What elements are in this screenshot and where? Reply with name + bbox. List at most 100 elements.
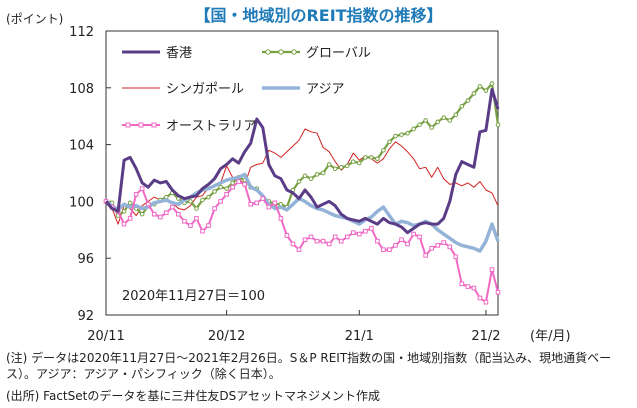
point-global (302, 173, 308, 179)
point-australia (356, 231, 362, 237)
point-australia (332, 234, 338, 240)
point-global (453, 112, 459, 118)
point-australia (369, 226, 374, 231)
point-global (495, 122, 501, 128)
point-australia (375, 238, 380, 244)
point-australia (176, 211, 181, 217)
point-australia (459, 281, 465, 287)
point-australia (151, 211, 157, 217)
point-global (308, 176, 314, 181)
point-global (369, 155, 374, 160)
point-global (224, 186, 229, 191)
point-australia (224, 192, 229, 197)
point-australia (188, 223, 193, 228)
point-australia (200, 228, 205, 234)
point-australia (248, 201, 254, 207)
point-australia (435, 243, 440, 248)
y-axis-unit: (ポイント) (6, 12, 64, 26)
point-australia (284, 233, 290, 238)
legend-label-australia: オーストラリア (166, 119, 256, 134)
point-global (212, 189, 217, 194)
point-australia (266, 204, 272, 210)
point-global (206, 194, 211, 200)
point-global (363, 155, 368, 160)
point-global (471, 91, 477, 96)
point-australia (139, 186, 145, 191)
legend-marker (265, 49, 271, 55)
point-global (139, 211, 145, 217)
point-global (320, 170, 326, 176)
x-tick-label: 21/2 (471, 329, 500, 344)
point-australia (170, 204, 175, 210)
series-lines (103, 81, 501, 305)
source-note: (出所) FactSetのデータを基に三井住友DSアセットマネジメント作成 (6, 389, 380, 403)
point-australia (290, 241, 296, 247)
point-australia (218, 199, 223, 204)
plot-frame (105, 30, 499, 316)
point-australia (127, 216, 133, 221)
point-australia (411, 231, 416, 237)
point-australia (145, 201, 151, 207)
base-date-annotation: 2020年11月27日＝100 (122, 289, 265, 304)
x-tick-label: 21/1 (345, 329, 374, 344)
point-global (399, 132, 404, 137)
point-global (218, 184, 223, 190)
point-australia (381, 247, 386, 252)
point-global (441, 115, 447, 120)
point-global (350, 159, 356, 164)
point-australia (206, 223, 211, 228)
point-australia (495, 289, 501, 295)
point-global (332, 166, 338, 172)
y-tick-label: 104 (69, 139, 94, 154)
point-australia (260, 196, 266, 201)
legend-marker (138, 122, 144, 128)
point-australia (194, 216, 199, 221)
point-australia (230, 184, 235, 190)
point-australia (164, 210, 169, 216)
point-australia (477, 295, 483, 301)
point-global (459, 103, 465, 109)
point-global (230, 180, 235, 186)
x-tick-label: 20/12 (208, 329, 245, 344)
x-axis: 20/11 20/12 21/1 21/2 (87, 310, 501, 344)
point-global (188, 199, 193, 204)
point-australia (441, 240, 447, 245)
point-global (344, 163, 350, 169)
point-australia (423, 253, 428, 258)
point-global (465, 98, 471, 103)
point-global (411, 126, 416, 132)
point-australia (399, 237, 404, 243)
legend-label-hongkong: 香港 (166, 46, 192, 61)
y-axis: 92 96 100 104 108 112 (69, 25, 111, 324)
point-australia (302, 237, 308, 243)
point-australia (338, 238, 344, 244)
point-global (435, 119, 440, 125)
point-australia (447, 244, 453, 250)
legend-label-asia: アジア (306, 82, 344, 97)
point-global (314, 172, 320, 177)
point-australia (465, 284, 471, 289)
y-tick-label: 92 (77, 309, 94, 324)
point-global (405, 130, 410, 136)
point-global (326, 162, 332, 167)
point-global (393, 133, 398, 139)
point-global (387, 139, 392, 145)
point-australia (278, 216, 284, 221)
point-global (483, 88, 489, 93)
point-australia (121, 221, 127, 227)
point-australia (417, 234, 422, 240)
point-australia (272, 200, 278, 206)
legend-label-global: グローバル (306, 46, 371, 61)
point-global (429, 125, 434, 130)
point-global (447, 118, 453, 123)
point-australia (236, 179, 241, 184)
series-line-hongkong (104, 87, 500, 235)
point-australia (320, 238, 326, 244)
legend-label-singapore: シンガポール (166, 82, 244, 97)
point-australia (182, 218, 187, 224)
legend-marker (125, 122, 131, 128)
y-tick-label: 100 (69, 195, 94, 210)
point-australia (212, 206, 217, 211)
point-global (417, 122, 422, 128)
